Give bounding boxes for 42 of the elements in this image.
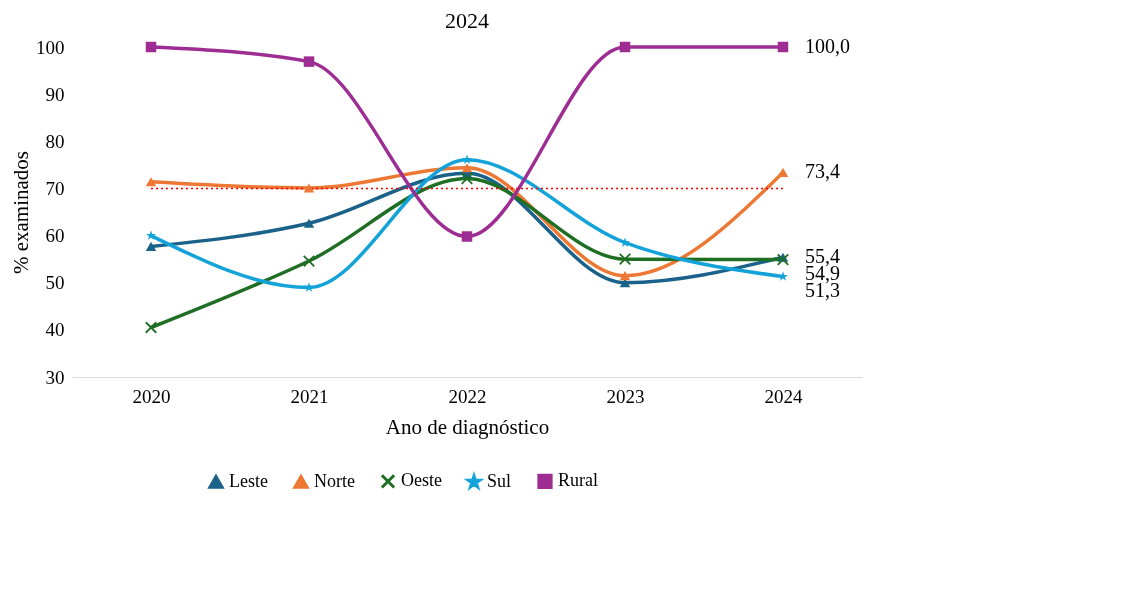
legend-label: Leste xyxy=(229,470,268,491)
legend-label: Sul xyxy=(487,471,512,492)
x-tick-label: 2023 xyxy=(606,385,645,407)
legend-label: Oeste xyxy=(401,470,442,491)
data-label: 73,4 xyxy=(805,160,840,183)
y-tick-label: 80 xyxy=(45,130,65,152)
point xyxy=(302,254,316,268)
data-label: 100,0 xyxy=(805,35,850,57)
point xyxy=(144,321,158,334)
point xyxy=(303,218,315,228)
point xyxy=(303,56,315,67)
y-tick-label: 50 xyxy=(45,272,65,294)
point xyxy=(461,163,473,173)
y-axis-title: % examinados xyxy=(9,150,33,275)
x-tick-label: 2024 xyxy=(764,385,803,407)
point xyxy=(776,253,790,266)
y-tick-label: 100 xyxy=(36,36,65,58)
point xyxy=(618,253,632,266)
legend-label: Rural xyxy=(558,470,598,491)
y-tick-label: 40 xyxy=(45,319,65,341)
x-tick-label: 2021 xyxy=(290,385,329,407)
x-axis-title: Ano de diagnóstico xyxy=(385,414,550,439)
point xyxy=(777,41,789,53)
point xyxy=(145,177,157,187)
point xyxy=(460,172,474,185)
point xyxy=(145,41,157,53)
chart-title: 2024 xyxy=(445,8,489,33)
point xyxy=(145,241,157,251)
point xyxy=(619,271,631,281)
point xyxy=(619,41,631,53)
x-tick-label: 2022 xyxy=(448,385,487,407)
point xyxy=(462,154,472,164)
legend-label: Norte xyxy=(314,470,355,491)
point xyxy=(461,231,473,242)
y-tick-label: 30 xyxy=(45,366,65,388)
x-tick-label: 2020 xyxy=(132,385,171,407)
y-tick-label: 90 xyxy=(45,83,65,105)
y-tick-label: 70 xyxy=(45,177,65,199)
point xyxy=(303,183,315,193)
point xyxy=(146,230,156,240)
point xyxy=(304,282,314,292)
y-tick-label: 60 xyxy=(45,225,65,247)
